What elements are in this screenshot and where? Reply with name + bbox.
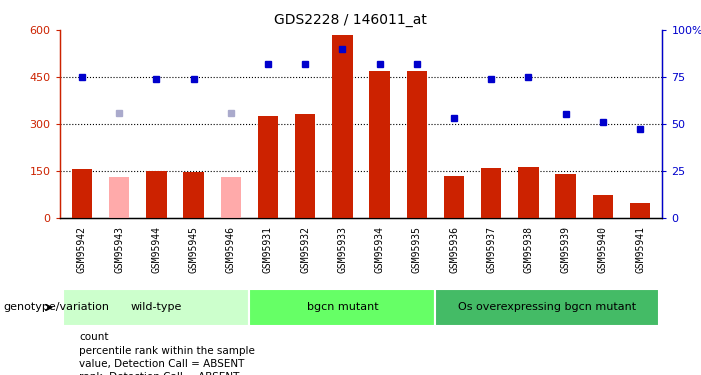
Bar: [146, 171, 167, 217]
Text: GSM95934: GSM95934: [374, 226, 385, 273]
Text: GSM95935: GSM95935: [411, 226, 422, 273]
Bar: [435, 289, 659, 326]
Bar: [444, 176, 464, 218]
Bar: [555, 174, 576, 217]
Bar: [258, 116, 278, 218]
Text: GSM95944: GSM95944: [151, 226, 161, 273]
Text: GSM95941: GSM95941: [635, 226, 645, 273]
Text: wild-type: wild-type: [130, 303, 182, 312]
Bar: [592, 195, 613, 217]
Text: GSM95945: GSM95945: [189, 226, 198, 273]
Text: GSM95942: GSM95942: [77, 226, 87, 273]
Text: bgcn mutant: bgcn mutant: [306, 303, 379, 312]
Text: GSM95946: GSM95946: [226, 226, 236, 273]
Text: GSM95943: GSM95943: [114, 226, 124, 273]
Text: percentile rank within the sample: percentile rank within the sample: [79, 346, 255, 355]
Bar: [63, 289, 250, 326]
Text: GSM95933: GSM95933: [337, 226, 348, 273]
Bar: [109, 177, 130, 218]
Bar: [72, 169, 92, 217]
Bar: [184, 172, 204, 217]
Text: rank, Detection Call = ABSENT: rank, Detection Call = ABSENT: [79, 372, 240, 375]
Bar: [295, 114, 315, 218]
Text: GSM95939: GSM95939: [561, 226, 571, 273]
Bar: [481, 168, 501, 217]
Text: GSM95938: GSM95938: [524, 226, 533, 273]
Text: GSM95931: GSM95931: [263, 226, 273, 273]
Bar: [332, 35, 353, 218]
Bar: [518, 167, 538, 218]
Text: GSM95932: GSM95932: [300, 226, 311, 273]
Bar: [369, 70, 390, 217]
Bar: [250, 289, 435, 326]
Text: GDS2228 / 146011_at: GDS2228 / 146011_at: [274, 13, 427, 27]
Text: count: count: [79, 333, 109, 342]
Bar: [630, 203, 651, 217]
Bar: [407, 71, 427, 217]
Bar: [221, 177, 241, 218]
Text: value, Detection Call = ABSENT: value, Detection Call = ABSENT: [79, 359, 245, 369]
Text: Os overexpressing bgcn mutant: Os overexpressing bgcn mutant: [458, 303, 636, 312]
Text: GSM95940: GSM95940: [598, 226, 608, 273]
Text: GSM95937: GSM95937: [486, 226, 496, 273]
Text: GSM95936: GSM95936: [449, 226, 459, 273]
Text: genotype/variation: genotype/variation: [4, 303, 109, 312]
